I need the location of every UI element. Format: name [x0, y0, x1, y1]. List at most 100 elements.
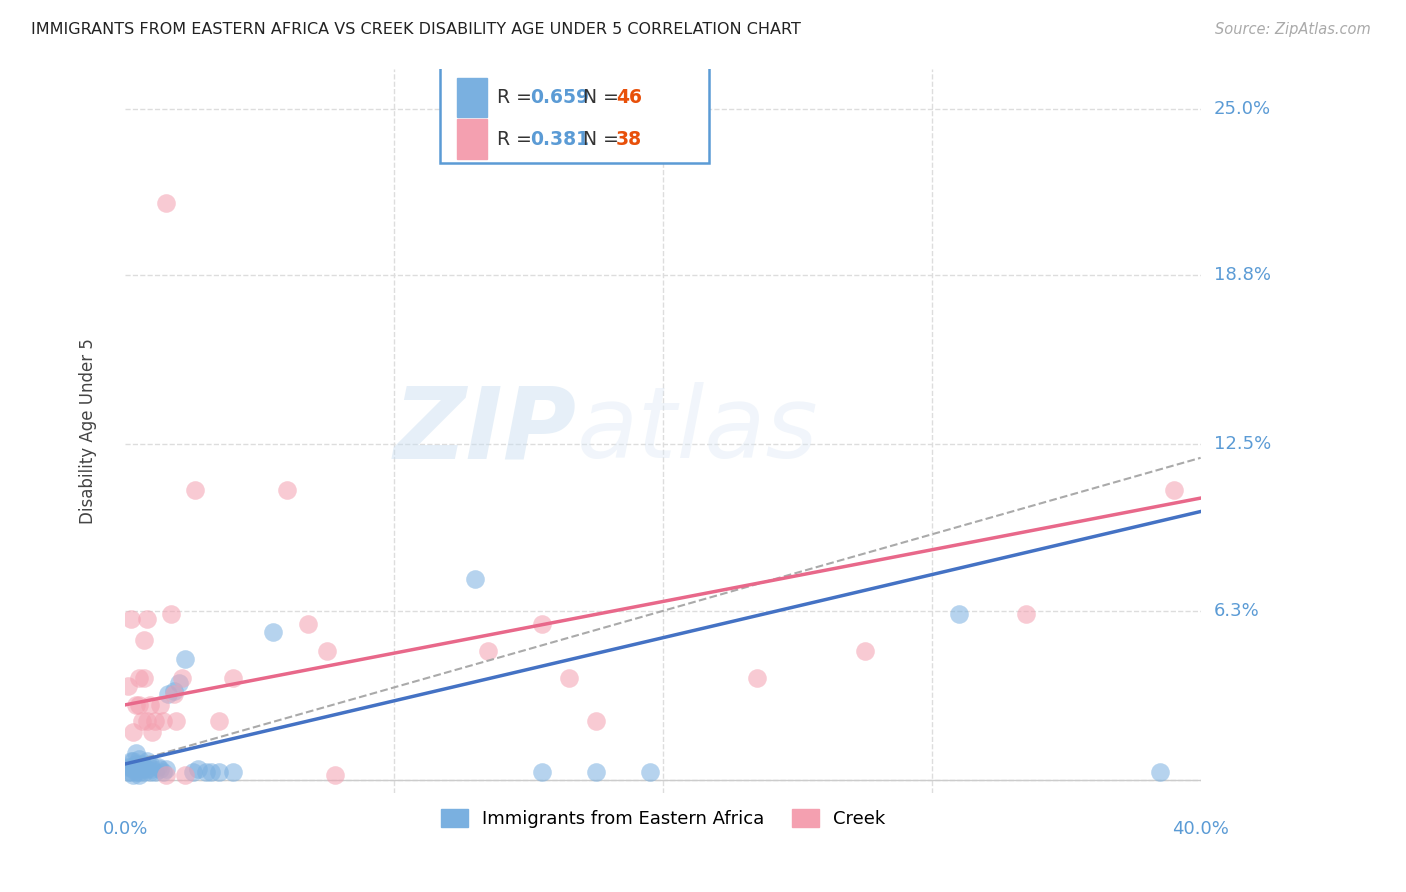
Point [1163, 483, 1185, 497]
Point [135, 612, 157, 626]
Point [477, 644, 499, 658]
Point [155, 762, 177, 776]
Point [585, 714, 607, 728]
Point [208, 714, 231, 728]
Point [117, 764, 139, 779]
Point [222, 671, 245, 685]
Text: 40.0%: 40.0% [1173, 821, 1229, 838]
Point [122, 762, 145, 776]
Text: Disability Age Under 5: Disability Age Under 5 [79, 338, 97, 524]
Text: ZIP: ZIP [394, 383, 576, 480]
Point [222, 764, 245, 779]
Point [163, 687, 186, 701]
Point [138, 756, 160, 771]
Point [195, 764, 218, 779]
Point [558, 671, 581, 685]
Text: atlas: atlas [576, 383, 818, 480]
Point [638, 764, 661, 779]
Point [128, 767, 150, 781]
Point [138, 698, 160, 712]
Point [135, 714, 157, 728]
Point [170, 671, 193, 685]
Point [152, 714, 174, 728]
Point [125, 756, 148, 771]
Point [1149, 764, 1171, 779]
Point [160, 607, 183, 621]
Text: 12.5%: 12.5% [1213, 435, 1271, 453]
Text: N =: N = [583, 129, 626, 149]
Point [125, 698, 148, 712]
Point [184, 483, 207, 497]
Point [200, 764, 222, 779]
Point [166, 714, 188, 728]
Point [128, 671, 150, 685]
Point [143, 714, 166, 728]
Point [262, 625, 284, 640]
Point [531, 617, 554, 632]
Text: R =: R = [498, 88, 538, 107]
Point [122, 724, 145, 739]
Text: R =: R = [498, 129, 538, 149]
Point [146, 759, 169, 773]
Point [122, 767, 145, 781]
Point [134, 759, 156, 773]
Point [948, 607, 970, 621]
Point [167, 676, 190, 690]
Point [134, 633, 156, 648]
Point [208, 764, 231, 779]
Point [323, 767, 346, 781]
Point [187, 762, 209, 776]
Point [276, 483, 298, 497]
Point [122, 754, 145, 768]
Point [131, 756, 153, 771]
Point [155, 195, 177, 210]
Point [117, 679, 139, 693]
Point [149, 698, 172, 712]
Point [157, 687, 180, 701]
Point [125, 764, 148, 779]
Point [128, 698, 150, 712]
Point [120, 612, 142, 626]
Point [141, 724, 163, 739]
Point [531, 764, 554, 779]
Text: N =: N = [583, 88, 626, 107]
Point [138, 764, 160, 779]
Text: IMMIGRANTS FROM EASTERN AFRICA VS CREEK DISABILITY AGE UNDER 5 CORRELATION CHART: IMMIGRANTS FROM EASTERN AFRICA VS CREEK … [31, 22, 801, 37]
Text: 18.8%: 18.8% [1213, 266, 1271, 285]
Point [120, 754, 142, 768]
Text: 0.381: 0.381 [530, 129, 589, 149]
Point [155, 767, 177, 781]
Point [173, 652, 195, 666]
Point [120, 764, 142, 779]
Point [181, 764, 204, 779]
Point [117, 759, 139, 773]
Point [149, 762, 172, 776]
Point [141, 762, 163, 776]
Point [125, 746, 148, 760]
Text: 25.0%: 25.0% [1213, 100, 1271, 118]
Point [134, 671, 156, 685]
Text: 0.659: 0.659 [530, 88, 589, 107]
Text: 38: 38 [616, 129, 641, 149]
Point [745, 671, 768, 685]
Text: 0.0%: 0.0% [103, 821, 148, 838]
Bar [457, 120, 486, 159]
Point [135, 762, 157, 776]
Point [128, 751, 150, 765]
Point [316, 644, 339, 658]
Point [163, 684, 186, 698]
Point [143, 764, 166, 779]
Point [134, 764, 156, 779]
Point [128, 764, 150, 779]
Point [120, 759, 142, 773]
Point [297, 617, 319, 632]
Point [853, 644, 876, 658]
Point [1015, 607, 1038, 621]
Text: 6.3%: 6.3% [1213, 602, 1260, 620]
Bar [457, 78, 486, 118]
FancyBboxPatch shape [440, 65, 709, 162]
Point [131, 714, 153, 728]
Point [464, 572, 486, 586]
Legend: Immigrants from Eastern Africa, Creek: Immigrants from Eastern Africa, Creek [433, 801, 893, 835]
Point [128, 759, 150, 773]
